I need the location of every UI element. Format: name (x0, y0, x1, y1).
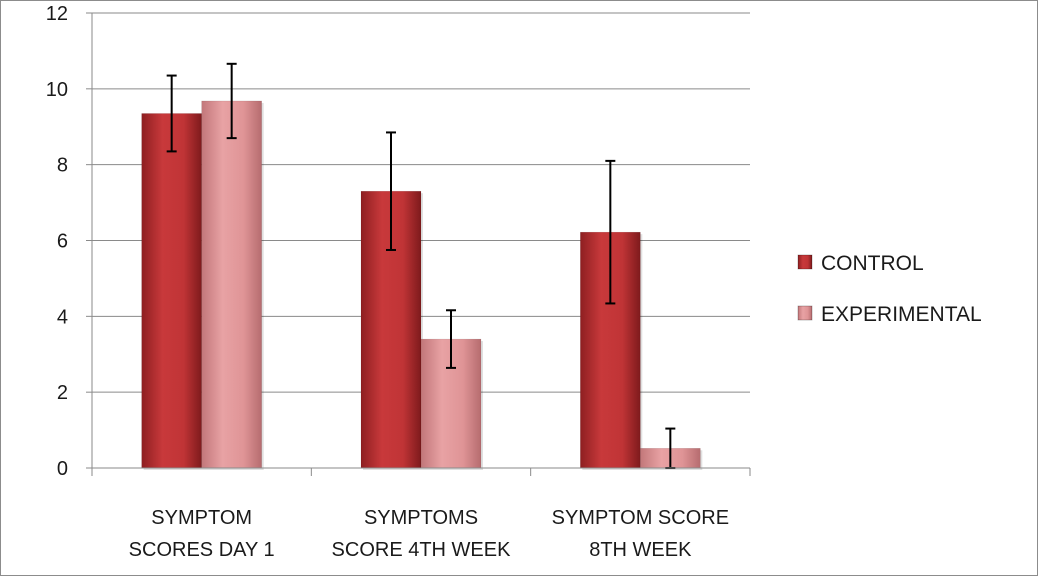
x-category-label-line: 8TH WEEK (589, 539, 692, 561)
y-tick-label: 8 (57, 155, 68, 177)
x-category-label: SYMPTOM SCORES DAY 1 (129, 507, 275, 561)
x-category-label-line: SYMPTOM SCORE (552, 507, 729, 529)
x-category-label: SYMPTOMS SCORE 4TH WEEK (332, 507, 512, 561)
x-category-label-line: SYMPTOMS (364, 507, 478, 529)
y-tick-label: 12 (46, 3, 68, 25)
bar-control-1 (141, 113, 202, 469)
y-tick-label: 0 (57, 458, 68, 480)
y-tick-label: 10 (46, 79, 68, 101)
legend-swatch-control (797, 254, 813, 270)
legend-swatch-experimental (797, 305, 813, 321)
y-tick-label: 4 (57, 306, 68, 328)
x-category-label-line: SCORES DAY 1 (129, 539, 275, 561)
legend-label-control: CONTROL (821, 252, 924, 275)
x-category-label-line: SYMPTOM (151, 507, 252, 529)
legend-label-experimental: EXPERIMENTAL (821, 303, 982, 326)
y-tick-label: 2 (57, 382, 68, 404)
y-tick-label: 6 (57, 231, 68, 253)
x-category-label: SYMPTOM SCORE 8TH WEEK (552, 507, 729, 561)
x-category-label-line: SCORE 4TH WEEK (332, 539, 512, 561)
bar-experimental-1 (201, 100, 262, 469)
